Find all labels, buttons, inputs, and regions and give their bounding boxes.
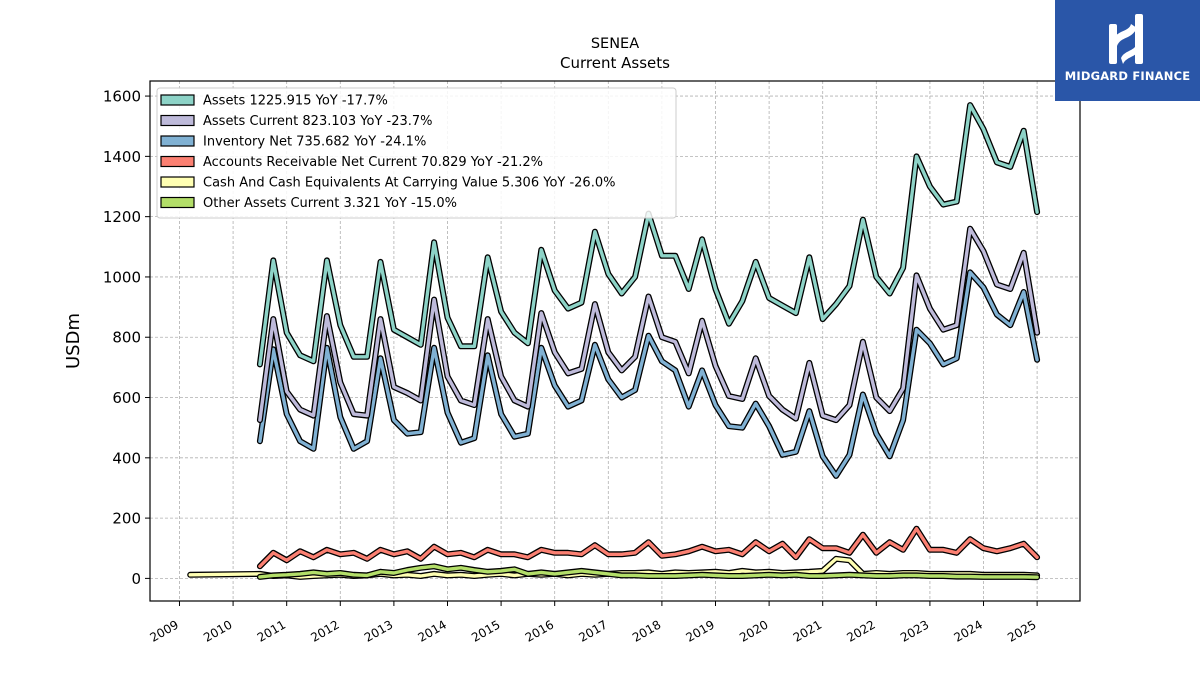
series-2 — [256, 269, 1041, 479]
logo-text: MIDGARD FINANCE — [1064, 69, 1191, 83]
x-tick-label: 2011 — [255, 617, 288, 644]
legend-swatch — [160, 114, 195, 127]
series-layer — [187, 102, 1041, 581]
x-tick-label: 2023 — [898, 617, 931, 644]
y-tick-label: 1200 — [103, 208, 141, 226]
x-tick-label: 2022 — [844, 617, 877, 644]
legend-entry: Cash And Cash Equivalents At Carrying Va… — [203, 176, 615, 191]
y-tick-label: 1400 — [103, 148, 141, 166]
x-tick-label: 2014 — [416, 617, 449, 644]
x-tick-label: 2021 — [791, 617, 824, 644]
x-tick-label: 2025 — [1005, 617, 1038, 644]
midgard-logo-icon — [1109, 14, 1143, 64]
series-5 — [256, 563, 1041, 581]
legend-entry: Assets Current 823.103 YoY -23.7% — [203, 114, 433, 129]
x-tick-label: 2020 — [737, 617, 770, 644]
y-tick-label: 600 — [112, 389, 141, 407]
y-tick-label: 800 — [112, 329, 141, 347]
legend-entry: Inventory Net 735.682 YoY -24.1% — [203, 135, 426, 150]
x-axis: 2009 2010 2011 2012 2013 2014 2015 2016 2017 2018… — [148, 601, 1039, 645]
x-tick-label: 2013 — [362, 617, 395, 644]
y-tick-label: 0 — [131, 570, 141, 588]
legend-swatch — [160, 196, 195, 209]
series-line — [258, 226, 1039, 422]
series-line — [258, 527, 1039, 568]
legend-swatch — [160, 155, 195, 168]
legend-entry: Assets 1225.915 YoY -17.7% — [203, 94, 388, 109]
x-tick-label: 2015 — [469, 617, 502, 644]
legend-box — [156, 87, 677, 219]
chart-subtitle: Current Assets — [560, 54, 670, 72]
legend-swatch — [160, 135, 195, 147]
chart-title: SENEA — [591, 36, 639, 52]
plot-frame — [149, 80, 1081, 602]
x-tick-label: 2010 — [201, 617, 234, 644]
y-tick-label: 400 — [112, 449, 141, 467]
y-tick-label: 1600 — [103, 88, 141, 106]
y-axis: 0 200 400 600 800 1000 1200 1400 1600 — [103, 88, 150, 588]
legend-swatch — [160, 176, 195, 188]
x-tick-label: 2012 — [308, 617, 341, 644]
legend: Assets 1225.915 YoY -17.7% Assets Current… — [156, 87, 677, 219]
series-line — [258, 270, 1039, 478]
y-axis-label: USDm — [63, 313, 84, 369]
x-tick-label: 2017 — [576, 617, 609, 644]
x-tick-label: 2019 — [684, 617, 717, 644]
midgard-finance-logo: MIDGARD FINANCE — [1055, 0, 1200, 101]
series-3 — [256, 525, 1041, 570]
y-tick-label: 200 — [112, 510, 141, 528]
legend-entry: Accounts Receivable Net Current 70.829 Y… — [203, 155, 543, 170]
x-tick-label: 2018 — [630, 617, 663, 644]
y-tick-label: 1000 — [103, 268, 141, 286]
legend-entry: Other Assets Current 3.321 YoY -15.0% — [203, 196, 457, 211]
x-tick-label: 2024 — [952, 617, 985, 644]
series-line — [258, 564, 1039, 579]
x-tick-label: 2009 — [148, 617, 181, 644]
legend-swatch — [160, 94, 195, 106]
x-tick-label: 2016 — [523, 617, 556, 644]
series-1 — [256, 225, 1041, 424]
